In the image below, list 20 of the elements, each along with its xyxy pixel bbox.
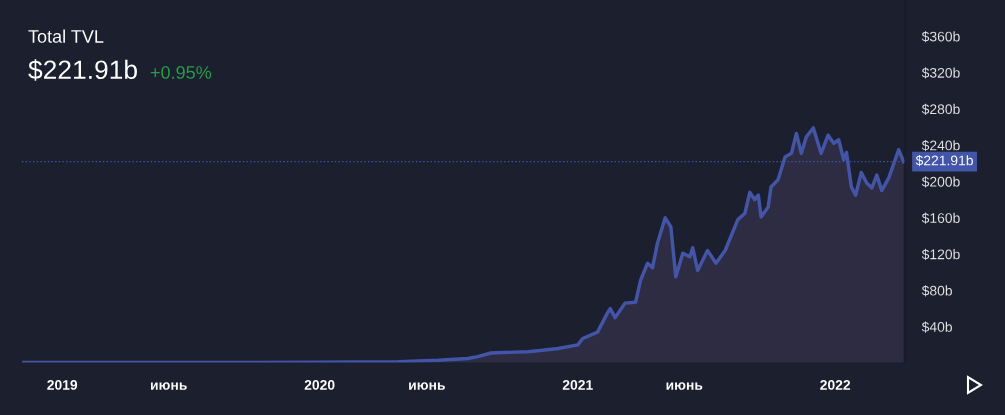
- ref-line-label: $221.91b: [915, 154, 973, 167]
- text: $221.91b: [28, 59, 137, 81]
- y-tick-label: $40b: [921, 321, 952, 333]
- x-tick-label: июнь: [666, 382, 703, 390]
- x-tick-label: 2020: [304, 380, 335, 390]
- x-tick-label: 2021: [562, 380, 593, 390]
- y-tick-label: $280b: [921, 103, 960, 115]
- annotation: +0.95%: [150, 66, 212, 79]
- x-tick-label: июнь: [151, 382, 187, 390]
- y-tick-label: $360b: [921, 31, 960, 43]
- y-tick-label: $200b: [921, 176, 960, 188]
- y-tick-label: $120b: [921, 248, 960, 261]
- text: Total TVL: [28, 29, 104, 43]
- y-tick-label: $160b: [921, 212, 960, 224]
- x-tick-label: 2019: [47, 380, 78, 390]
- x-tick-label: 2022: [820, 380, 851, 390]
- x-tick-label: июнь: [409, 382, 445, 390]
- y-tick-label: $80b: [921, 285, 952, 297]
- y-tick-label: $240b: [921, 139, 960, 152]
- y-tick-label: $320b: [921, 67, 960, 79]
